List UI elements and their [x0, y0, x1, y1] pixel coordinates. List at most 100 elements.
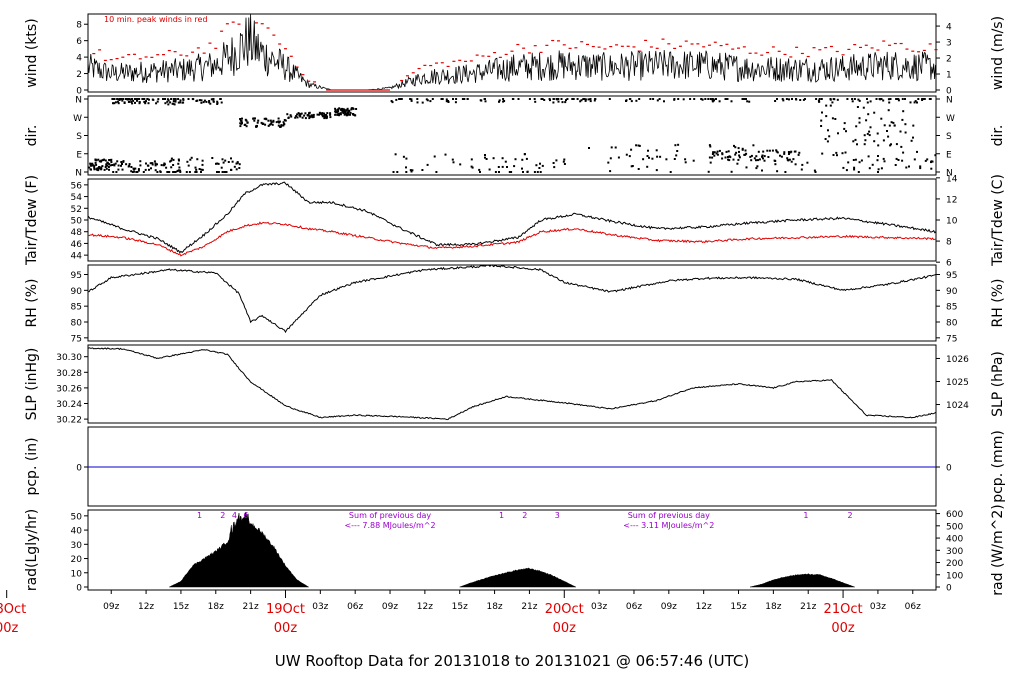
dir-point: [117, 168, 120, 171]
dir-point: [916, 150, 918, 153]
dir-point: [647, 149, 649, 152]
dir-point: [170, 159, 173, 162]
dir-point: [154, 169, 157, 172]
dir-point: [728, 159, 731, 162]
dir-point: [146, 98, 149, 100]
dir-point: [745, 166, 748, 169]
dir-point: [716, 150, 719, 153]
dir-point: [638, 144, 641, 147]
dir-point: [894, 164, 897, 166]
dir-point: [882, 139, 885, 142]
dir-point: [179, 99, 182, 102]
temp-dew-line: [87, 221, 937, 257]
dir-point: [342, 112, 345, 114]
dir-point: [308, 115, 311, 118]
dir-point: [521, 167, 523, 170]
hour-tick-label: 21z: [243, 602, 259, 612]
dir-point: [421, 101, 424, 104]
dir-point: [195, 171, 198, 173]
dir-point: [352, 107, 355, 110]
dir-point: [818, 100, 821, 103]
dir-point: [121, 168, 124, 171]
dir-point: [191, 98, 194, 100]
dir-point: [117, 102, 120, 105]
dir-point: [174, 100, 177, 103]
dir-point: [133, 170, 135, 173]
rad-marker: 2: [220, 511, 225, 520]
rad-right-tick-label: 200: [946, 559, 963, 569]
dir-point: [123, 101, 126, 104]
dir-point: [674, 144, 677, 147]
hour-tick-label: 09z: [103, 602, 119, 612]
dir-point: [781, 98, 784, 100]
dir-point: [135, 171, 138, 173]
dir-point: [708, 156, 711, 159]
dir-point: [173, 171, 176, 173]
dir-point: [826, 140, 829, 143]
dir-point: [738, 156, 741, 159]
dir-point: [713, 99, 715, 102]
dir-point: [455, 98, 458, 100]
dir-point: [485, 158, 488, 160]
dir-right-tick-label: S: [946, 132, 952, 142]
dir-point: [743, 98, 746, 100]
dir-point: [677, 98, 680, 100]
dir-point: [483, 98, 486, 100]
temp-left-tick-label: 54: [71, 193, 83, 203]
wind-series-line: [87, 14, 936, 91]
dir-point: [144, 168, 147, 171]
dir-point: [854, 138, 857, 141]
dir-point: [788, 98, 790, 101]
dir-point: [757, 150, 760, 153]
day-date-label: 19Oct: [266, 602, 305, 617]
dir-point: [159, 171, 162, 173]
dir-point: [800, 168, 803, 171]
dir-point: [692, 159, 695, 162]
dir-point: [880, 117, 883, 120]
dir-point: [115, 171, 118, 173]
dir-point: [296, 116, 299, 119]
dir-point: [784, 171, 787, 173]
dir-point: [734, 153, 737, 156]
dir-point: [813, 169, 816, 172]
dir-point: [580, 99, 583, 102]
dir-point: [737, 147, 740, 150]
temp-left-tick-label: 50: [71, 217, 83, 227]
dir-point: [405, 166, 407, 169]
dir-right-tick-label: W: [946, 114, 955, 124]
slp-frame: [87, 344, 937, 424]
dir-point: [755, 155, 758, 158]
dir-point: [235, 162, 238, 165]
dir-point: [753, 157, 756, 160]
hour-tick-label: 18z: [486, 602, 502, 612]
rad-right-tick-label: 600: [946, 510, 963, 520]
dir-point: [792, 158, 795, 161]
dir-point: [323, 117, 326, 120]
dir-point: [576, 98, 579, 100]
dir-point: [200, 171, 202, 173]
dir-point: [746, 100, 749, 103]
pcp-ylabel-right: pcp. (mm): [990, 430, 1006, 503]
dir-point: [844, 151, 847, 154]
dir-point: [134, 167, 137, 170]
dir-point: [172, 171, 175, 173]
dir-point: [144, 102, 147, 105]
dir-point: [869, 100, 872, 103]
dir-point: [216, 162, 219, 165]
slp-panel: SLP (inHg) SLP (hPa) 30.22 30.24 30.26 30.28 3…: [24, 344, 1006, 426]
dir-point: [301, 116, 304, 119]
dir-point: [540, 98, 543, 100]
dir-point: [883, 124, 886, 127]
dir-point: [255, 125, 257, 128]
dir-point: [336, 113, 339, 116]
dir-point: [733, 144, 735, 147]
dir-point: [91, 162, 94, 165]
dir-point: [521, 158, 524, 161]
dir-point: [895, 157, 898, 160]
dir-point: [93, 166, 96, 169]
dir-point: [541, 164, 544, 167]
dir-point: [593, 99, 596, 102]
dir-point: [178, 166, 181, 169]
dir-point: [153, 160, 156, 163]
